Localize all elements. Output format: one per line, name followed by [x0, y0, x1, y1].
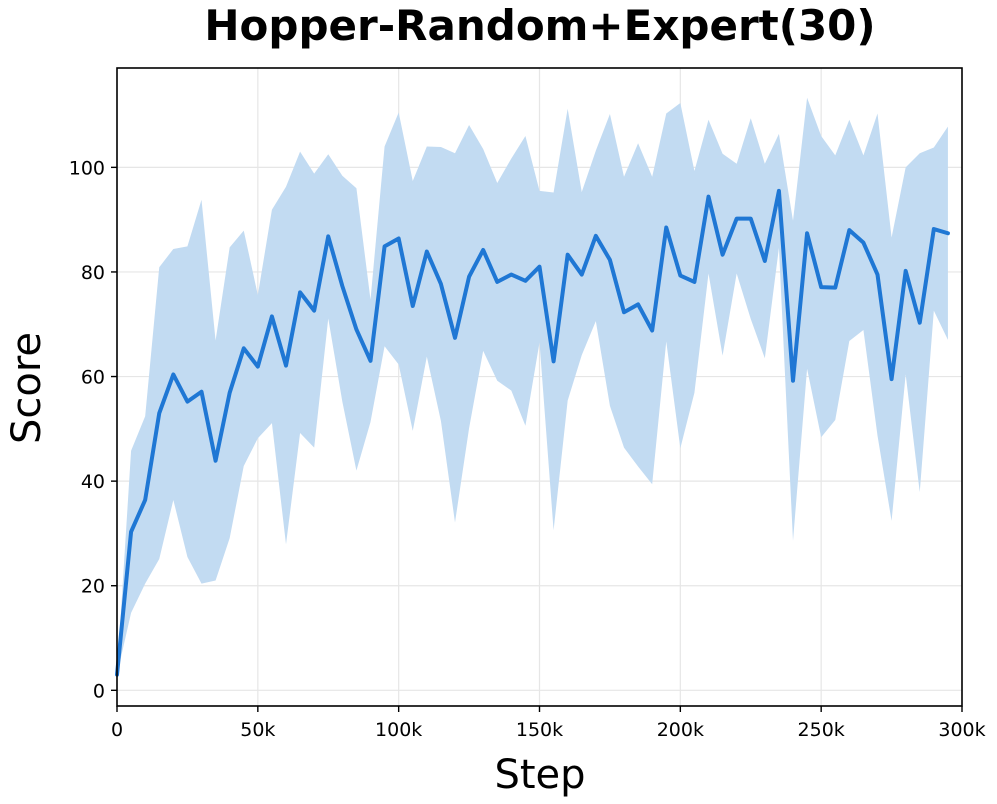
std-band-area — [117, 97, 948, 675]
y-tick-label: 20 — [81, 576, 105, 598]
x-axis-label: Step — [494, 752, 585, 798]
x-axis-ticks: 0 50k 100k 150k 200k 250k 300k — [111, 706, 986, 741]
mean-score-line — [115, 188, 950, 677]
x-tick-label: 50k — [240, 719, 275, 741]
x-tick-label: 100k — [375, 719, 422, 741]
y-tick-label: 80 — [81, 262, 105, 284]
x-tick-label: 250k — [798, 719, 845, 741]
y-tick-label: 0 — [93, 680, 105, 702]
x-tick-label: 300k — [938, 719, 985, 741]
y-axis-ticks: 0 20 40 60 80 100 — [69, 157, 117, 702]
x-tick-label: 0 — [111, 719, 123, 741]
chart-title: Hopper-Random+Expert(30) — [204, 1, 875, 50]
y-tick-label: 40 — [81, 471, 105, 493]
y-tick-label: 60 — [81, 367, 105, 389]
x-tick-label: 200k — [657, 719, 704, 741]
x-tick-label: 150k — [516, 719, 563, 741]
y-tick-label: 100 — [69, 157, 105, 179]
y-axis-label: Score — [4, 332, 50, 444]
